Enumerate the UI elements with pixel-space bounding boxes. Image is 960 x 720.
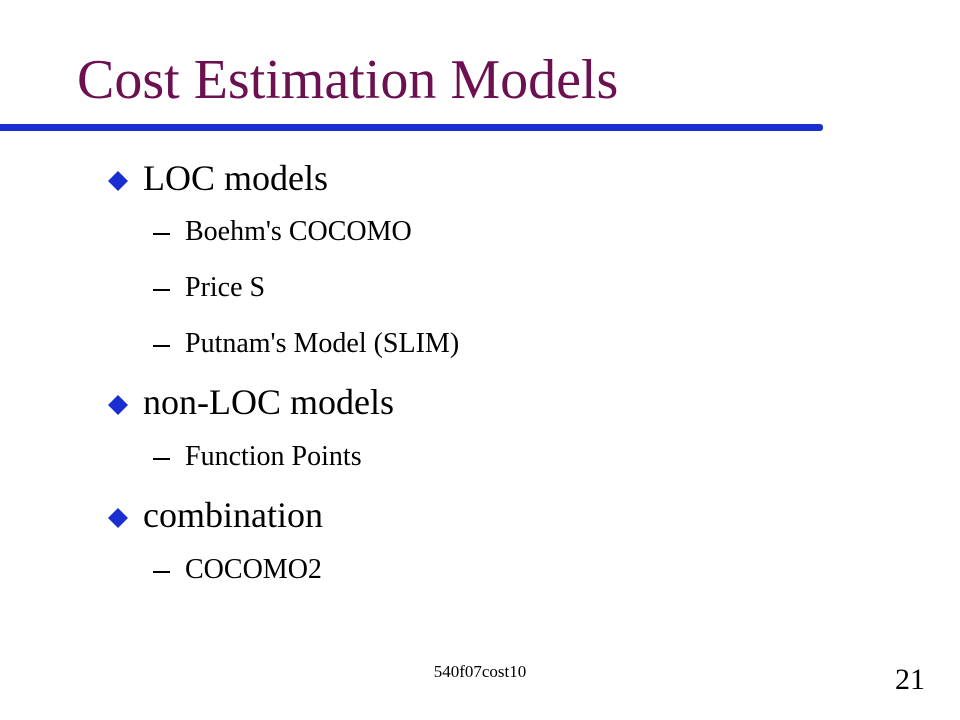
diamond-shape	[108, 395, 128, 415]
diamond-bullet-icon	[108, 395, 128, 415]
bullet-text: LOC models	[143, 158, 328, 198]
dash-bullet-icon	[153, 233, 170, 235]
diamond-shape	[108, 508, 128, 528]
diamond-bullet-icon	[108, 171, 128, 191]
title-underline	[0, 124, 823, 131]
footer-text: 540f07cost10	[433, 662, 527, 681]
page-number: 21	[895, 663, 925, 696]
sub-bullet-text: Boehm's COCOMO	[185, 216, 412, 247]
sub-bullet-text: COCOMO2	[185, 554, 322, 585]
sub-bullet-text: Putnam's Model (SLIM)	[185, 328, 460, 359]
dash-bullet-icon	[153, 458, 170, 460]
dash-bullet-icon	[153, 571, 170, 573]
dash-bullet-icon	[153, 289, 170, 291]
dash-bullet-icon	[153, 345, 170, 347]
sub-bullet-text: Function Points	[185, 441, 362, 472]
diamond-shape	[108, 171, 128, 191]
bullet-text: non-LOC models	[143, 382, 394, 422]
diamond-bullet-icon	[108, 508, 128, 528]
bullet-text: combination	[143, 495, 323, 535]
sub-bullet-text: Price S	[185, 272, 266, 303]
slide-title: Cost Estimation Models	[77, 49, 619, 111]
